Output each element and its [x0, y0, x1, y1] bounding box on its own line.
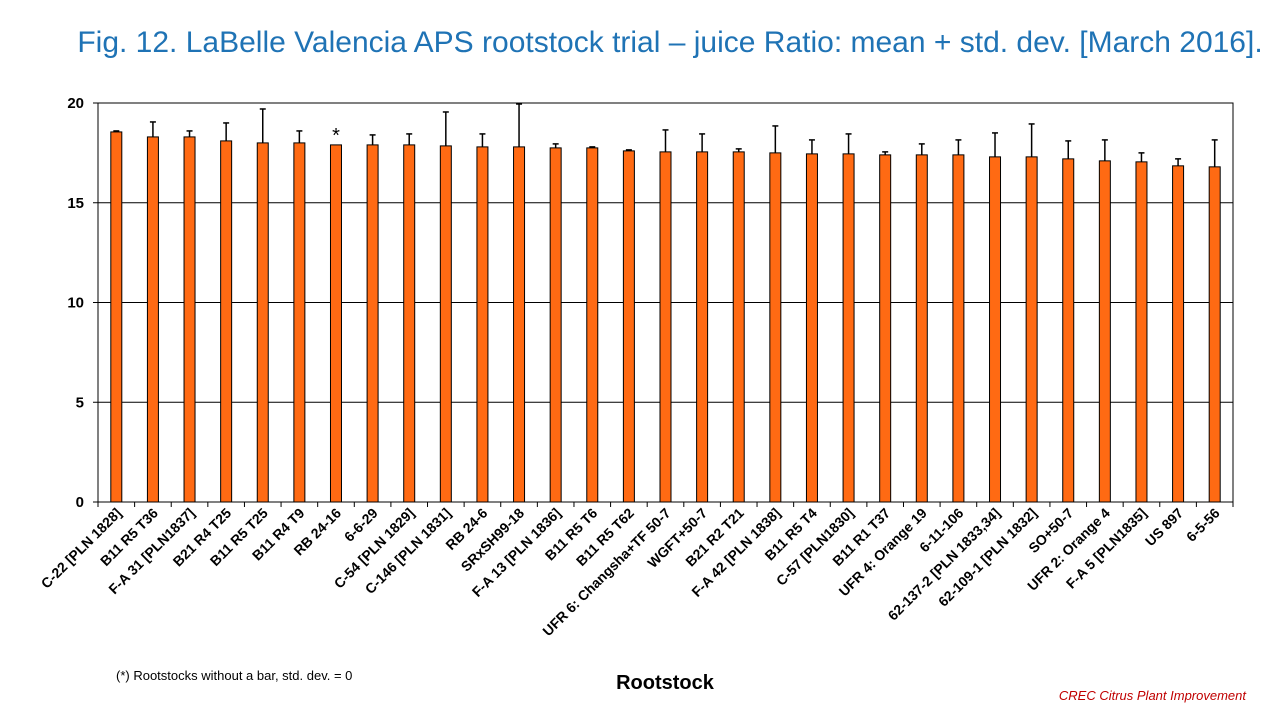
- footnote: (*) Rootstocks without a bar, std. dev. …: [116, 668, 353, 683]
- bar: [989, 156, 1002, 503]
- bar: [586, 147, 599, 503]
- y-tick-label: 20: [67, 95, 84, 112]
- bar: [1098, 160, 1111, 503]
- bar: [183, 136, 196, 503]
- bar: [915, 154, 928, 503]
- bar: [329, 144, 342, 503]
- bar: [805, 153, 818, 503]
- bar: [1208, 166, 1221, 503]
- y-tick-label: 15: [67, 195, 84, 212]
- bar: [439, 145, 452, 503]
- bar: [769, 152, 782, 503]
- bar: [659, 151, 672, 503]
- bar: [732, 151, 745, 503]
- bar: [146, 136, 159, 503]
- credit-text: CREC Citrus Plant Improvement: [1058, 688, 1246, 703]
- bar: [256, 142, 269, 503]
- bar: [549, 147, 562, 503]
- bar: [952, 154, 965, 503]
- bar: [403, 144, 416, 503]
- chart-title: Fig. 12. LaBelle Valencia APS rootstock …: [77, 26, 1263, 59]
- x-tick-label: 6-5-56: [1183, 505, 1223, 545]
- bar: [1025, 156, 1038, 503]
- bar: [842, 153, 855, 503]
- bar: [513, 146, 526, 503]
- bar: [293, 142, 306, 503]
- x-axis-label: Rootstock: [616, 672, 714, 694]
- bar: [1135, 161, 1148, 503]
- y-tick-label: 5: [76, 394, 84, 411]
- bar: [476, 146, 489, 503]
- bar: [1172, 165, 1185, 503]
- bar: [879, 154, 892, 503]
- y-tick-label: 0: [76, 494, 84, 511]
- bar: [366, 144, 379, 503]
- x-tick-label: US 897: [1142, 505, 1186, 549]
- annotation-asterisk: *: [332, 125, 340, 147]
- bar: [1062, 158, 1075, 503]
- y-tick-label: 10: [67, 295, 84, 312]
- bar: [110, 131, 123, 503]
- bar: [622, 150, 635, 503]
- bar: [220, 140, 233, 503]
- bar: [696, 151, 709, 503]
